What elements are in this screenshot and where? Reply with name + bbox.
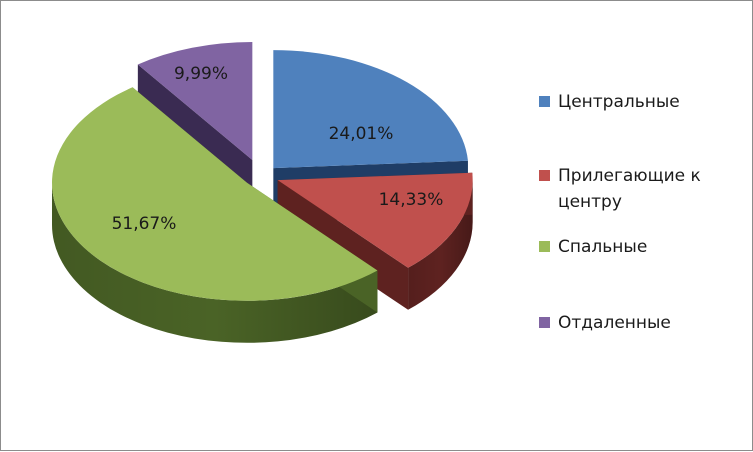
legend-label: Центральные: [558, 92, 680, 112]
data-label: 9,99%: [174, 64, 228, 84]
legend-swatch: [539, 241, 550, 252]
slice-residential: [52, 87, 378, 343]
legend-swatch: [539, 96, 550, 107]
legend-item-residential: Спальные: [539, 234, 728, 260]
legend-swatch: [539, 317, 550, 328]
slice-top: [137, 42, 253, 161]
slice-rim-shading: [408, 180, 473, 310]
legend-item-adjacent: Прилегающие к центру: [539, 163, 728, 215]
data-label: 14,33%: [379, 190, 444, 210]
data-label: 24,01%: [329, 124, 394, 144]
slice-top: [52, 87, 378, 301]
legend-item-central: Центральные: [539, 89, 728, 115]
legend-label: Спальные: [558, 237, 648, 257]
data-label: 51,67%: [112, 214, 177, 234]
slice-top: [273, 50, 468, 169]
slice-rim-shading: [52, 182, 378, 343]
legend-item-remote: Отдаленные: [539, 310, 728, 336]
legend-label: Прилегающие к центру: [558, 166, 701, 212]
legend-swatch: [539, 170, 550, 181]
slice-top: [277, 172, 473, 268]
legend-label: Отдаленные: [558, 313, 671, 333]
